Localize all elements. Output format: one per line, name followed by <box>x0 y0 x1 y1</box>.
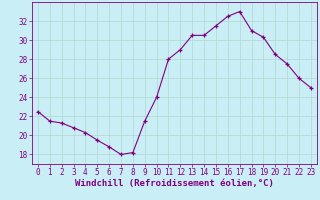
X-axis label: Windchill (Refroidissement éolien,°C): Windchill (Refroidissement éolien,°C) <box>75 179 274 188</box>
